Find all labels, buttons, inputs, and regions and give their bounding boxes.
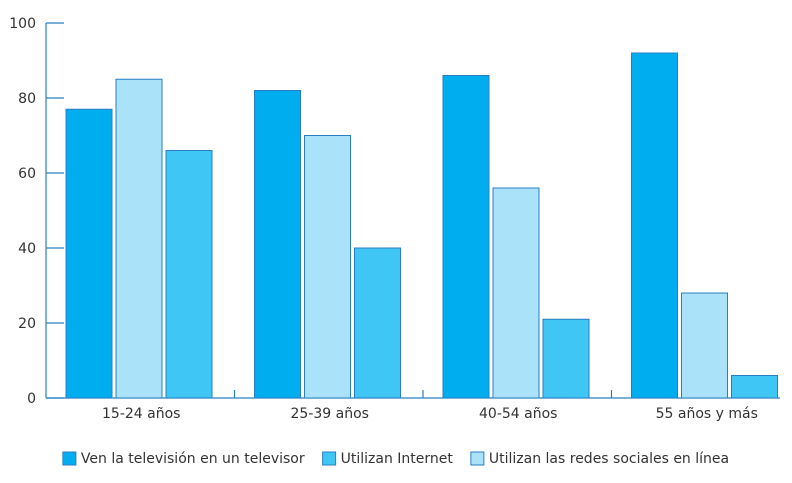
bar bbox=[731, 375, 778, 399]
legend-label: Utilizan las redes sociales en línea bbox=[489, 451, 729, 467]
legend-swatch bbox=[322, 451, 337, 466]
legend-item: Ven la televisión en un televisor bbox=[62, 451, 305, 467]
x-category-label: 55 años y más bbox=[656, 406, 758, 422]
y-tick-label: 40 bbox=[18, 241, 36, 257]
x-category-label: 15-24 años bbox=[102, 406, 180, 422]
bar bbox=[115, 78, 163, 399]
bar bbox=[492, 187, 540, 399]
bar bbox=[681, 292, 728, 399]
bar bbox=[165, 150, 213, 399]
y-axis-labels: 0 20 40 60 80 100 bbox=[9, 16, 36, 407]
x-category-label: 40-54 años bbox=[479, 406, 557, 422]
legend-swatch bbox=[62, 451, 77, 466]
bar bbox=[65, 108, 113, 399]
x-category-label: 25-39 años bbox=[291, 406, 369, 422]
bar bbox=[254, 90, 301, 399]
y-tick-label: 20 bbox=[18, 316, 36, 332]
bar bbox=[304, 135, 351, 399]
bar bbox=[542, 318, 590, 399]
y-tick-label: 100 bbox=[9, 16, 36, 32]
legend: Ven la televisión en un televisor Utiliza… bbox=[62, 451, 729, 467]
legend-label: Utilizan Internet bbox=[341, 451, 454, 467]
legend-swatch bbox=[470, 451, 485, 466]
legend-item: Utilizan las redes sociales en línea bbox=[470, 451, 729, 467]
y-tick-label: 60 bbox=[18, 166, 36, 182]
x-axis-labels: 15-24 años 25-39 años 40-54 años 55 años y … bbox=[102, 406, 758, 422]
bar bbox=[354, 247, 401, 399]
bar bbox=[631, 52, 678, 399]
legend-label: Ven la televisión en un televisor bbox=[81, 451, 305, 467]
bar bbox=[442, 75, 490, 399]
y-tick-label: 80 bbox=[18, 91, 36, 107]
bars bbox=[65, 52, 778, 399]
legend-item: Utilizan Internet bbox=[322, 451, 454, 467]
y-tick-label: 0 bbox=[27, 391, 36, 407]
